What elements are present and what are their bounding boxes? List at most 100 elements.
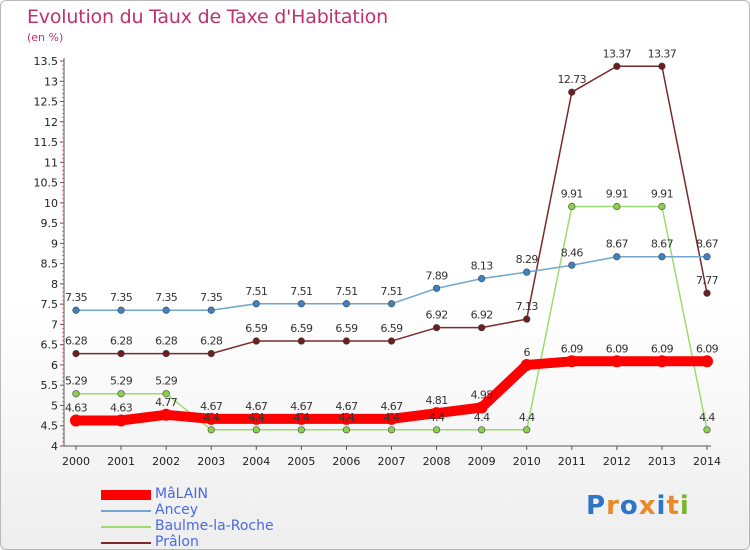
data-label: 4.67 <box>380 400 403 413</box>
legend-swatch-baulme <box>101 526 151 528</box>
y-tick-label: 11 <box>44 156 58 169</box>
legend-label-ancey: Ancey <box>155 502 199 518</box>
data-point <box>160 408 173 421</box>
y-tick-label: 13.5 <box>34 55 59 68</box>
data-point <box>162 350 170 358</box>
data-point <box>430 407 443 420</box>
data-point <box>475 401 488 414</box>
data-point <box>387 426 396 434</box>
x-tick-label: 2004 <box>242 455 270 468</box>
data-label: 9.91 <box>561 187 583 200</box>
x-tick-label: 2013 <box>648 455 676 468</box>
y-tick-label: 9 <box>51 237 58 250</box>
y-tick-label: 10.5 <box>34 177 59 190</box>
data-point <box>523 426 531 434</box>
data-label: 6.09 <box>606 342 629 355</box>
data-point <box>610 355 623 368</box>
data-label: 4.4 <box>339 411 355 424</box>
logo-letter: i <box>656 491 667 521</box>
data-label: 6.28 <box>200 335 223 348</box>
data-label: 6.28 <box>110 335 133 348</box>
data-point <box>613 62 621 70</box>
data-point <box>207 306 215 314</box>
data-label: 6.28 <box>155 335 178 348</box>
x-tick-label: 2007 <box>378 455 406 468</box>
data-label: 6.59 <box>245 322 268 335</box>
data-point <box>252 300 260 308</box>
data-label: 7.35 <box>200 291 223 304</box>
data-point <box>70 414 82 427</box>
x-tick-label: 2009 <box>468 455 496 468</box>
data-point <box>565 355 578 368</box>
data-point <box>385 412 398 425</box>
data-point <box>568 261 576 269</box>
data-label: 4.4 <box>699 411 715 424</box>
x-tick-label: 2011 <box>558 455 586 468</box>
data-label: 7.35 <box>65 291 88 304</box>
data-label: 8.13 <box>471 260 494 273</box>
data-label: 8.67 <box>606 238 629 251</box>
x-tick-label: 2002 <box>152 455 180 468</box>
y-tick-label: 4.5 <box>41 420 59 433</box>
data-label: 5.29 <box>110 375 133 388</box>
data-point <box>297 300 305 308</box>
data-label: 6.09 <box>561 342 584 355</box>
x-tick-label: 2014 <box>693 455 721 468</box>
y-tick-label: 7 <box>51 318 58 331</box>
unit-label: (en %) <box>27 31 64 44</box>
y-tick-label: 12.5 <box>34 96 59 109</box>
data-label: 7.13 <box>516 300 539 313</box>
data-point <box>613 253 621 261</box>
data-label: 9.91 <box>606 187 628 200</box>
data-label: 9.91 <box>651 187 673 200</box>
data-label: 4.4 <box>429 411 445 424</box>
y-tick-label: 8.5 <box>41 258 59 271</box>
x-tick-label: 2010 <box>513 455 541 468</box>
data-label: 4.4 <box>519 411 535 424</box>
data-point <box>117 306 125 314</box>
data-label: 8.46 <box>561 246 584 259</box>
x-tick-label: 2008 <box>423 455 451 468</box>
data-label: 4.4 <box>203 411 219 424</box>
data-label: 4.77 <box>155 396 178 409</box>
data-point <box>432 284 441 292</box>
legend-swatch-malain <box>101 490 151 500</box>
data-point <box>72 306 80 314</box>
data-point <box>250 412 263 425</box>
data-label: 8.29 <box>516 253 539 266</box>
data-point <box>342 426 351 434</box>
x-tick-label: 2006 <box>332 455 360 468</box>
data-label: 4.4 <box>474 411 490 424</box>
data-label: 4.67 <box>335 400 358 413</box>
data-label: 7.89 <box>426 269 449 282</box>
data-point <box>117 390 125 398</box>
data-point <box>655 355 668 368</box>
legend-swatch-ancey <box>101 510 151 512</box>
legend-label-pralon: Prâlon <box>155 534 199 550</box>
data-label: 4.63 <box>65 401 88 414</box>
logo-letter: x <box>638 491 657 521</box>
data-point <box>568 88 576 96</box>
data-label: 4.4 <box>248 411 264 424</box>
data-label: 7.51 <box>380 285 402 298</box>
data-point <box>703 253 711 261</box>
data-label: 6.92 <box>426 309 448 322</box>
data-label: 5.29 <box>155 375 178 388</box>
logo-letter: r <box>606 491 620 521</box>
data-label: 12.73 <box>558 73 587 86</box>
y-tick-label: 11.5 <box>34 136 59 149</box>
data-point <box>342 300 351 308</box>
data-point <box>117 350 125 358</box>
data-label: 7.77 <box>696 274 719 287</box>
data-label: 13.37 <box>648 47 677 60</box>
x-tick-label: 2012 <box>603 455 631 468</box>
data-point <box>252 337 260 345</box>
logo-letter: o <box>619 491 639 521</box>
data-label: 6.28 <box>65 335 88 348</box>
data-label: 6.09 <box>651 342 674 355</box>
legend-label-baulme: Baulme-la-Roche <box>155 518 274 534</box>
chart-title: Evolution du Taux de Taxe d'Habitation <box>27 6 388 28</box>
data-label: 4.81 <box>426 394 448 407</box>
